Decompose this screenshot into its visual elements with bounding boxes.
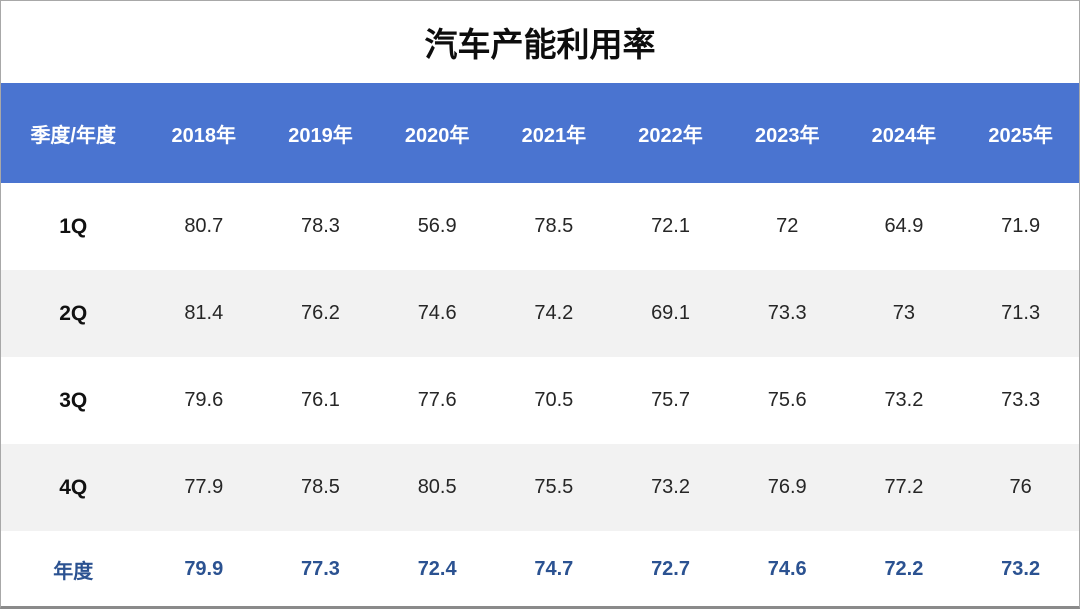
cell-2q-2021: 74.2 [534,302,574,324]
table-row-3q: 3Q 79.6 76.1 77.6 70.5 75.7 75.6 73.2 73… [1,357,1079,444]
capacity-utilization-table: 季度/年度 2018年 2019年 2020年 2021年 2022年 2023… [1,83,1079,606]
cell-3q-2021: 70.5 [534,389,574,411]
row-label-3q: 3Q [59,388,88,412]
cell-annual-2021: 74.7 [534,558,574,580]
column-header-2022: 2022年 [612,83,729,183]
table-row-2q: 2Q 81.4 76.2 74.6 74.2 69.1 73.3 73 71.3 [1,270,1079,357]
cell-annual-2019: 77.3 [301,558,340,580]
column-header-2025: 2025年 [962,83,1079,183]
table-row-annual: 年度 79.9 77.3 72.4 74.7 72.7 74.6 72.2 73… [1,531,1079,606]
cell-3q-2025: 73.3 [1001,389,1041,411]
column-header-2021: 2021年 [495,83,613,183]
cell-4q-2021: 75.5 [534,476,574,498]
cell-3q-2020: 77.6 [417,389,457,411]
cell-annual-2020: 72.4 [417,558,457,580]
cell-3q-2022: 75.7 [651,389,690,411]
cell-4q-2019: 78.5 [301,476,340,498]
cell-4q-2018: 77.9 [184,476,224,498]
row-label-4q: 4Q [59,475,88,499]
column-header-2020: 2020年 [378,83,496,183]
cell-annual-2018: 79.9 [184,558,224,580]
cell-1q-2020: 56.9 [417,215,457,237]
header-row: 季度/年度 2018年 2019年 2020年 2021年 2022年 2023… [1,83,1079,183]
table-row-4q: 4Q 77.9 78.5 80.5 75.5 73.2 76.9 77.2 76 [1,444,1079,531]
cell-4q-2025: 76 [1009,476,1032,498]
cell-1q-2024: 64.9 [884,215,924,237]
cell-4q-2024: 77.2 [884,476,924,498]
cell-annual-2024: 72.2 [884,558,924,580]
cell-2q-2019: 76.2 [301,302,340,324]
cell-2q-2018: 81.4 [184,302,224,324]
cell-1q-2021: 78.5 [534,215,574,237]
cell-annual-2023: 74.6 [767,558,807,580]
cell-3q-2024: 73.2 [884,389,924,411]
column-header-2023: 2023年 [728,83,846,183]
cell-2q-2022: 69.1 [651,302,690,324]
cell-4q-2023: 76.9 [767,476,807,498]
cell-4q-2020: 80.5 [417,476,457,498]
cell-1q-2018: 80.7 [184,215,224,237]
cell-3q-2023: 75.6 [767,389,807,411]
cell-1q-2022: 72.1 [651,215,690,237]
row-label-1q: 1Q [59,214,88,238]
cell-annual-2022: 72.7 [651,558,690,580]
cell-2q-2025: 71.3 [1001,302,1041,324]
corner-header: 季度/年度 [1,83,146,183]
cell-1q-2025: 71.9 [1001,215,1041,237]
cell-annual-2025: 73.2 [1001,558,1041,580]
cell-2q-2023: 73.3 [767,302,807,324]
row-label-2q: 2Q [59,301,88,325]
cell-3q-2018: 79.6 [184,389,224,411]
cell-2q-2024: 73 [892,302,916,324]
page-title: 汽车产能利用率 [424,26,656,63]
cell-2q-2020: 74.6 [417,302,457,324]
row-label-annual: 年度 [53,561,94,583]
cell-3q-2019: 76.1 [301,389,340,411]
cell-1q-2019: 78.3 [301,215,340,237]
cell-4q-2022: 73.2 [651,476,690,498]
column-header-2024: 2024年 [845,83,963,183]
cell-1q-2023: 72 [776,215,799,237]
table-row-1q: 1Q 80.7 78.3 56.9 78.5 72.1 72 64.9 71.9 [1,183,1079,270]
column-header-2019: 2019年 [262,83,379,183]
column-header-2018: 2018年 [145,83,263,183]
